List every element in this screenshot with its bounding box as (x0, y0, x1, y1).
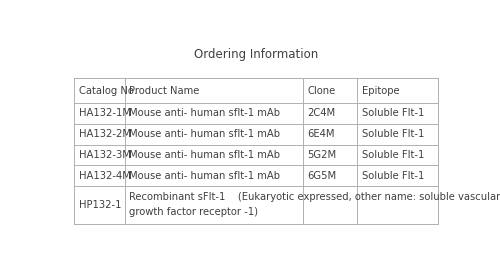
Text: Product Name: Product Name (129, 86, 200, 96)
Text: Mouse anti- human sflt-1 mAb: Mouse anti- human sflt-1 mAb (129, 129, 280, 139)
Text: Ordering Information: Ordering Information (194, 48, 318, 61)
Text: 2C4M: 2C4M (308, 109, 336, 119)
Text: Soluble Flt-1: Soluble Flt-1 (362, 129, 424, 139)
Text: 6E4M: 6E4M (308, 129, 335, 139)
Text: Soluble Flt-1: Soluble Flt-1 (362, 171, 424, 181)
Text: Catalog No.: Catalog No. (79, 86, 137, 96)
Text: growth factor receptor -1): growth factor receptor -1) (129, 207, 258, 217)
Text: Clone: Clone (308, 86, 336, 96)
Text: HA132-1M: HA132-1M (79, 109, 131, 119)
Text: HA132-2M: HA132-2M (79, 129, 131, 139)
Text: Soluble Flt-1: Soluble Flt-1 (362, 109, 424, 119)
Text: Mouse anti- human sflt-1 mAb: Mouse anti- human sflt-1 mAb (129, 171, 280, 181)
Text: HA132-3M: HA132-3M (79, 150, 130, 160)
Text: 6G5M: 6G5M (308, 171, 336, 181)
Text: Mouse anti- human sflt-1 mAb: Mouse anti- human sflt-1 mAb (129, 109, 280, 119)
Text: Epitope: Epitope (362, 86, 400, 96)
Text: HA132-4M: HA132-4M (79, 171, 130, 181)
Text: HP132-1: HP132-1 (79, 200, 122, 210)
Text: 5G2M: 5G2M (308, 150, 336, 160)
Text: Soluble Flt-1: Soluble Flt-1 (362, 150, 424, 160)
Text: Recombinant sFlt-1    (Eukaryotic expressed, other name: soluble vascular endoth: Recombinant sFlt-1 (Eukaryotic expressed… (129, 192, 500, 202)
Text: Mouse anti- human sflt-1 mAb: Mouse anti- human sflt-1 mAb (129, 150, 280, 160)
